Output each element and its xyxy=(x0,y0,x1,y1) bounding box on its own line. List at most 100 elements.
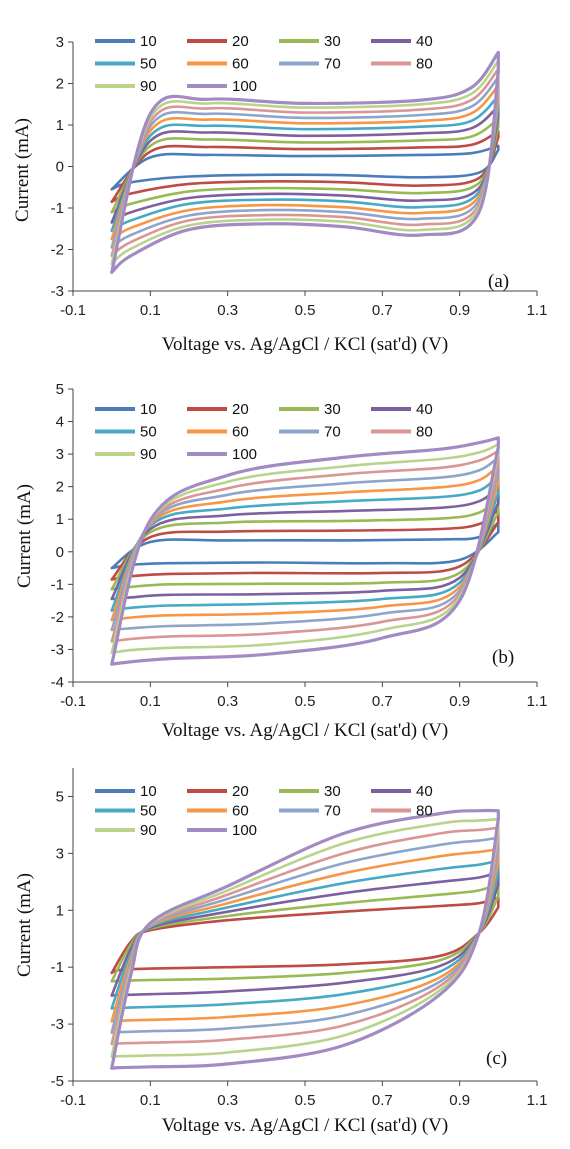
x-tick-label: 0.1 xyxy=(140,693,161,710)
legend-item-10: 10 xyxy=(95,401,157,418)
y-axis-title: Current (mA) xyxy=(12,118,33,222)
x-axis-title: Voltage vs. Ag/AgCl / KCl (sat'd) (V) xyxy=(162,334,448,355)
cv-curve-40 xyxy=(110,870,500,997)
cv-curve-30 xyxy=(110,881,500,983)
legend-label: 100 xyxy=(232,822,257,839)
cv-curve-80 xyxy=(110,826,500,1046)
legend-item-90: 90 xyxy=(95,446,157,463)
legend-item-80: 80 xyxy=(371,424,433,441)
legend-item-10: 10 xyxy=(95,33,157,50)
x-tick-label: 0.9 xyxy=(449,302,470,319)
y-tick-label: 0 xyxy=(56,544,64,561)
legend-label: 20 xyxy=(232,783,249,800)
legend-label: 90 xyxy=(140,446,157,463)
y-tick-label: 1 xyxy=(56,511,64,528)
y-tick-label: -2 xyxy=(51,242,64,259)
y-tick-label: -1 xyxy=(51,959,64,976)
x-tick-label: 0.9 xyxy=(449,1092,470,1109)
chart-panel-b: -0.1 0.1 0.3 0.5 0.7 0.9 1.1 -4 -3 -2 -1 0 1 2 3 4 5 10 20… xyxy=(14,381,547,741)
legend-item-80: 80 xyxy=(371,56,433,73)
x-tick-label: 0.7 xyxy=(372,302,393,319)
legend-item-100: 100 xyxy=(187,822,257,839)
cv-curve-20 xyxy=(110,896,500,975)
x-tick-label: -0.1 xyxy=(60,302,86,319)
legend-label: 80 xyxy=(416,56,433,73)
legend-item-100: 100 xyxy=(187,78,257,95)
chart-panel-c: -0.1 0.1 0.3 0.5 0.7 0.9 1.1 -5 -3 -1 1 3 5 10 20 30 40 5… xyxy=(14,768,547,1136)
legend-label: 30 xyxy=(324,401,341,418)
legend-label: 10 xyxy=(140,783,157,800)
legend-label: 60 xyxy=(232,424,249,441)
y-tick-label: -4 xyxy=(51,674,64,691)
y-tick-label: 3 xyxy=(56,845,64,862)
legend-item-50: 50 xyxy=(95,424,157,441)
y-tick-label: -1 xyxy=(51,576,64,593)
legend-label: 70 xyxy=(324,424,341,441)
legend-item-60: 60 xyxy=(187,424,249,441)
legend-label: 20 xyxy=(232,401,249,418)
panel-label: (a) xyxy=(488,271,509,292)
cv-curve-100 xyxy=(110,50,500,274)
legend-label: 50 xyxy=(140,424,157,441)
legend-item-70: 70 xyxy=(279,56,341,73)
legend-label: 40 xyxy=(416,783,433,800)
x-tick-label: 0.3 xyxy=(217,302,238,319)
y-tick-label: -3 xyxy=(51,1016,64,1033)
panel-label: (c) xyxy=(486,1048,507,1069)
legend-label: 30 xyxy=(324,783,341,800)
legend-item-70: 70 xyxy=(279,803,341,820)
panel-label: (b) xyxy=(492,647,514,668)
x-tick-label: 0.9 xyxy=(449,693,470,710)
y-tick-label: -5 xyxy=(51,1073,64,1090)
y-tick-label: 5 xyxy=(56,381,64,398)
cv-curve-10 xyxy=(110,521,500,570)
legend-item-40: 40 xyxy=(371,401,433,418)
legend-label: 10 xyxy=(140,33,157,50)
y-axis-title: Current (mA) xyxy=(14,484,35,588)
cv-curve-50 xyxy=(110,474,500,612)
cv-curve-10 xyxy=(110,144,500,191)
legend-item-60: 60 xyxy=(187,803,249,820)
legend-item-40: 40 xyxy=(371,33,433,50)
x-tick-label: -0.1 xyxy=(60,693,86,710)
x-tick-label: 0.1 xyxy=(140,1092,161,1109)
y-tick-label: 0 xyxy=(56,159,64,176)
y-tick-label: 5 xyxy=(56,788,64,805)
legend-item-60: 60 xyxy=(187,56,249,73)
legend-label: 50 xyxy=(140,56,157,73)
legend-item-50: 50 xyxy=(95,56,157,73)
cv-curve-70 xyxy=(110,456,500,632)
legend-label: 60 xyxy=(232,56,249,73)
x-tick-label: 1.1 xyxy=(527,302,548,319)
y-tick-label: 4 xyxy=(56,414,64,431)
legend-label: 80 xyxy=(416,803,433,820)
legend-item-30: 30 xyxy=(279,401,341,418)
y-tick-label: 1 xyxy=(56,902,64,919)
legend-label: 10 xyxy=(140,401,157,418)
legend-label: 20 xyxy=(232,33,249,50)
chart-panel-a: -0.1 0.1 0.3 0.5 0.7 0.9 1.1 -3 -2 -1 0 1 2 3 10 20 30 40… xyxy=(12,33,547,355)
x-axis-title: Voltage vs. Ag/AgCl / KCl (sat'd) (V) xyxy=(162,720,448,741)
legend-item-20: 20 xyxy=(187,401,249,418)
legend-item-10: 10 xyxy=(95,783,157,800)
x-tick-label: 0.5 xyxy=(295,302,316,319)
legend-item-50: 50 xyxy=(95,803,157,820)
x-tick-label: -0.1 xyxy=(60,1092,86,1109)
legend-item-70: 70 xyxy=(279,424,341,441)
legend-label: 70 xyxy=(324,56,341,73)
legend-item-20: 20 xyxy=(187,783,249,800)
y-tick-label: 2 xyxy=(56,479,64,496)
x-tick-label: 0.3 xyxy=(217,693,238,710)
cv-curve-60 xyxy=(110,464,500,622)
y-tick-label: 3 xyxy=(56,34,64,51)
y-tick-label: 1 xyxy=(56,117,64,134)
y-tick-label: -3 xyxy=(51,641,64,658)
y-tick-label: 3 xyxy=(56,446,64,463)
legend-label: 100 xyxy=(232,78,257,95)
y-tick-label: 2 xyxy=(56,76,64,93)
legend-item-30: 30 xyxy=(279,33,341,50)
y-tick-label: -1 xyxy=(51,200,64,217)
cv-curve-100 xyxy=(110,436,500,666)
legend-item-90: 90 xyxy=(95,822,157,839)
